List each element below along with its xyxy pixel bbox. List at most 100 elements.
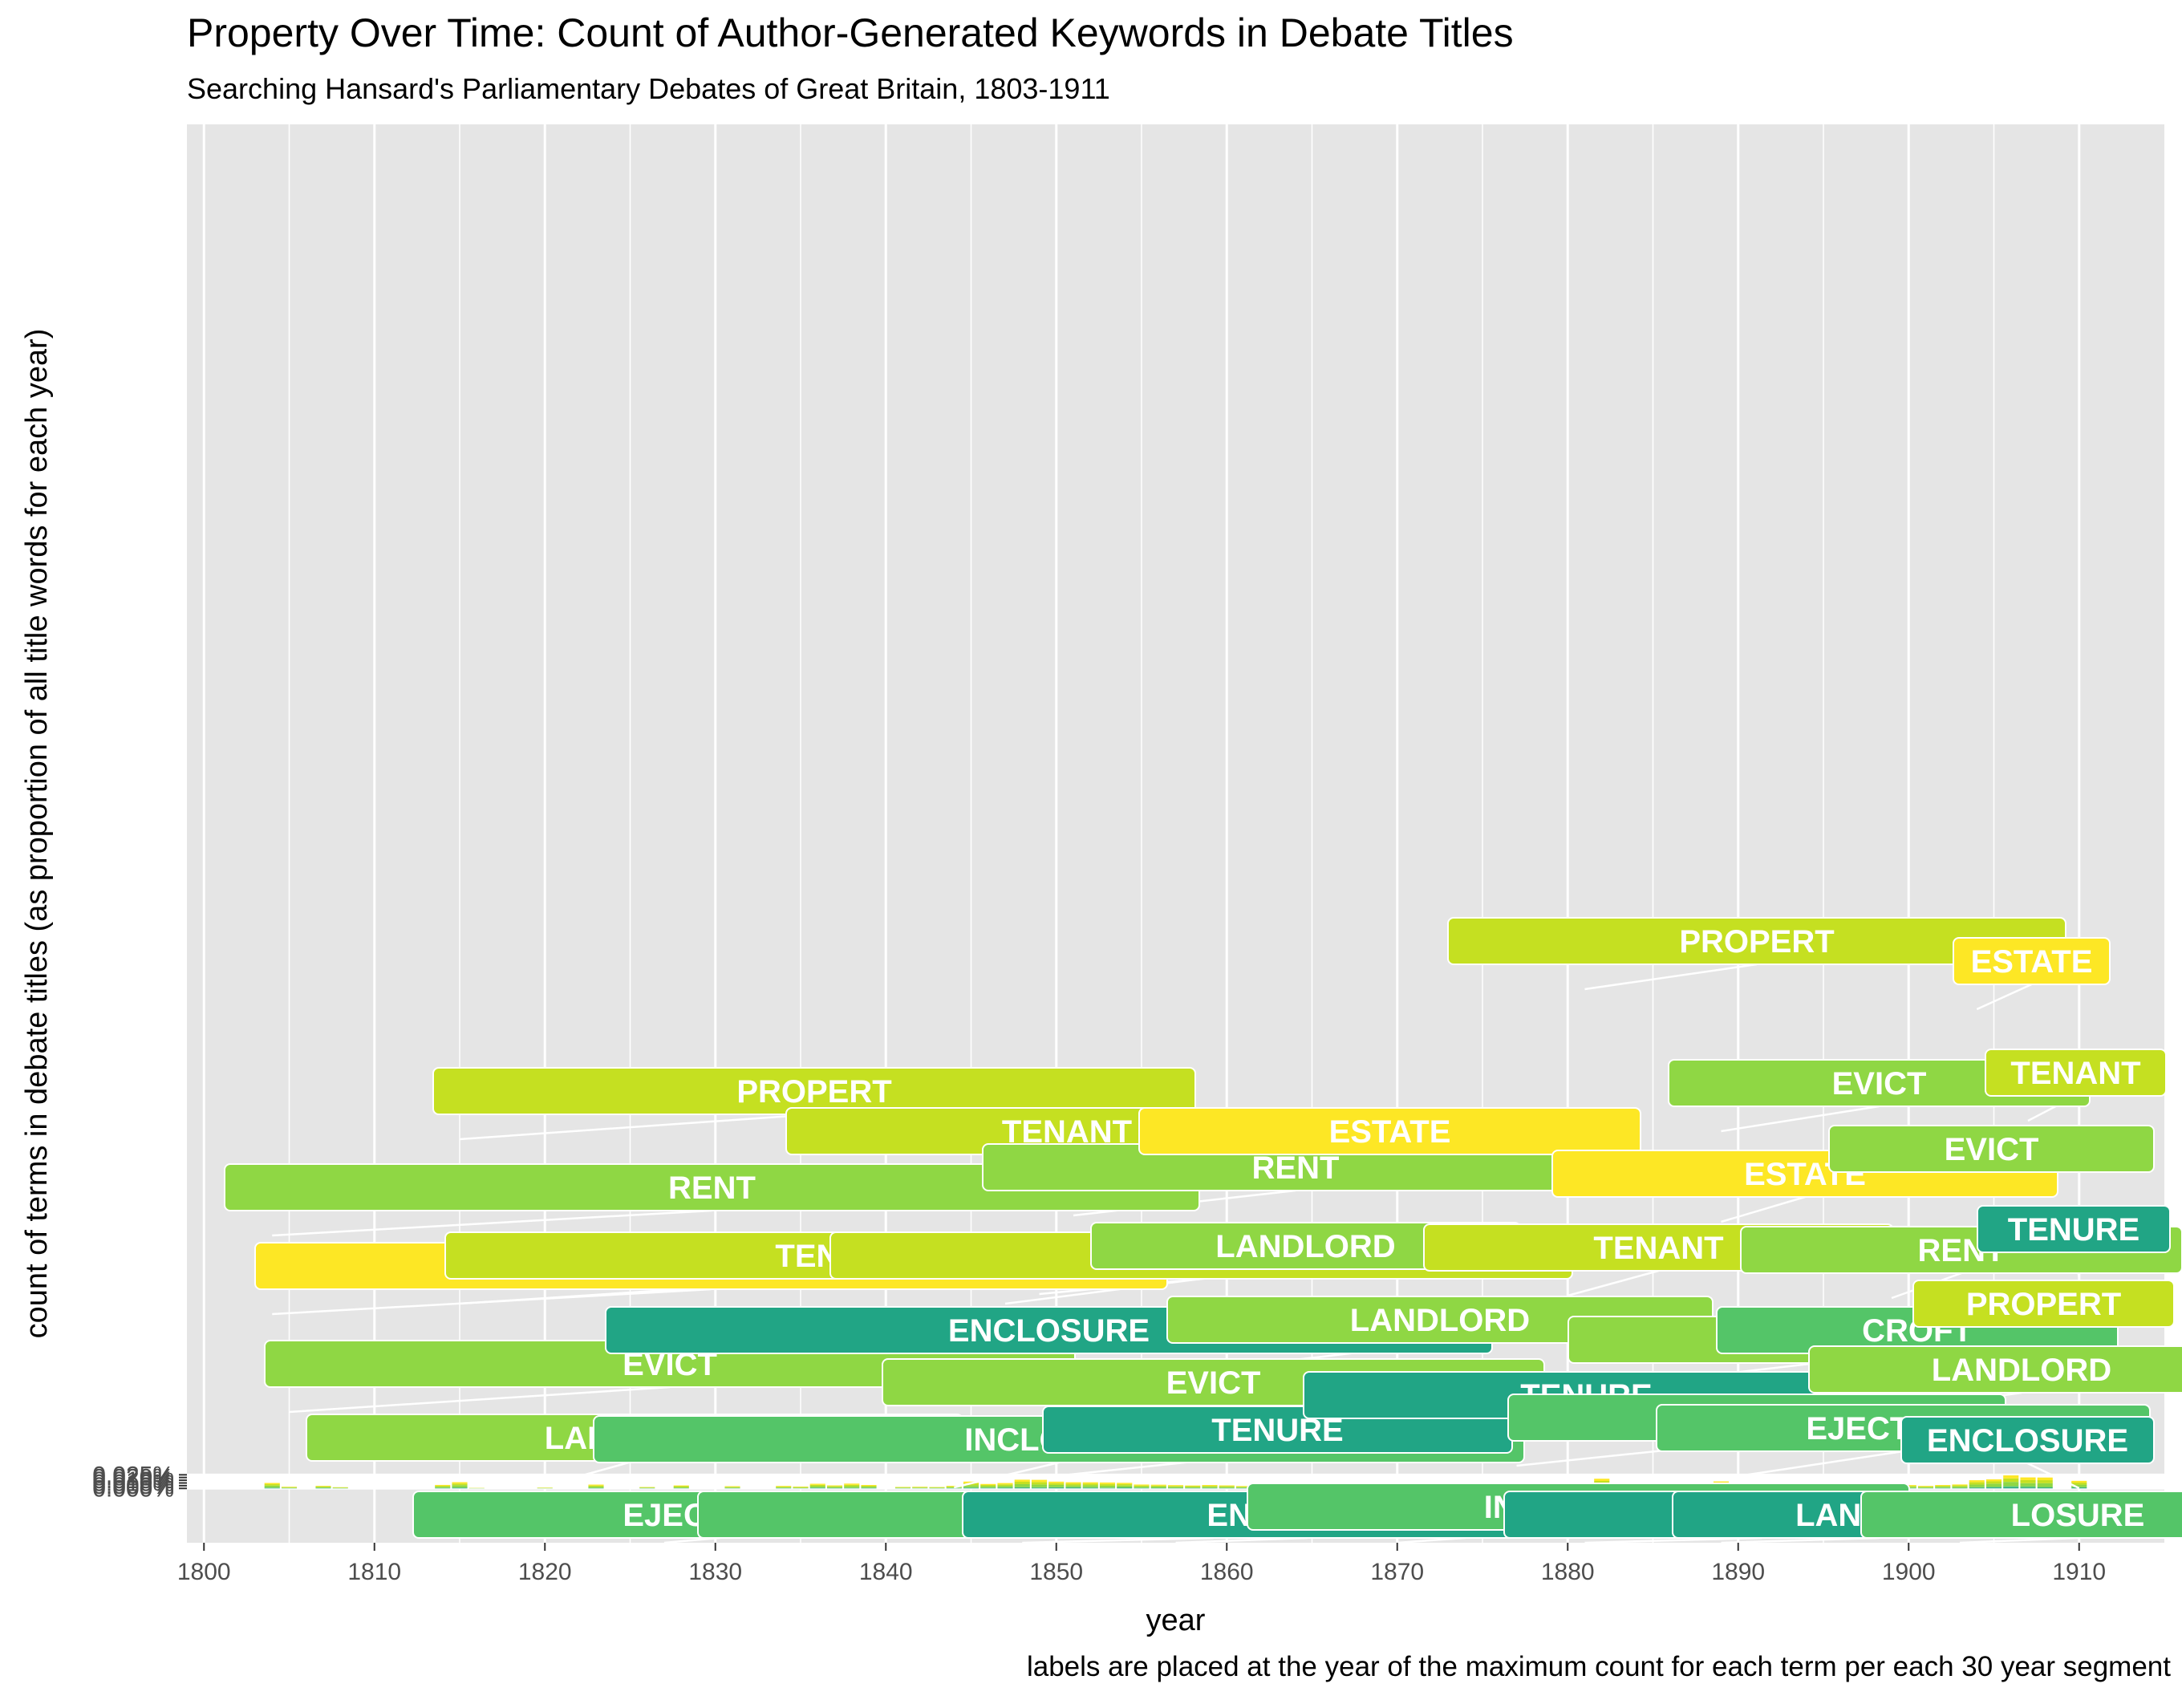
term-label: PROPERT xyxy=(1447,917,2066,965)
chart-title: Property Over Time: Count of Author-Gene… xyxy=(187,10,1514,55)
bar-segment xyxy=(2071,1480,2087,1483)
term-label-text: LANDLORD xyxy=(1932,1353,2111,1388)
bar-segment xyxy=(1031,1479,1048,1483)
bar-segment xyxy=(264,1484,280,1486)
bar-segment xyxy=(1014,1482,1030,1484)
bar-segment xyxy=(809,1487,825,1489)
x-tick-label: 1800 xyxy=(177,1559,231,1585)
bar-segment xyxy=(1065,1485,1081,1487)
bar-segment xyxy=(2020,1483,2036,1487)
bar-segment xyxy=(435,1484,451,1486)
bar-segment xyxy=(1235,1486,1252,1487)
bar-segment xyxy=(1099,1487,1116,1489)
bar-segment xyxy=(1150,1486,1166,1488)
bar-segment xyxy=(1969,1487,1985,1489)
bar-segment xyxy=(2003,1482,2019,1487)
bar-segment xyxy=(980,1487,996,1488)
bar-segment xyxy=(1117,1483,1133,1486)
bar-segment xyxy=(2037,1480,2053,1483)
bar-segment xyxy=(1065,1482,1081,1484)
bar-segment xyxy=(1935,1485,1951,1487)
bar-segment xyxy=(1065,1487,1081,1488)
bar-segment xyxy=(264,1483,280,1485)
bar-segment xyxy=(844,1484,860,1487)
bar-segment xyxy=(1219,1485,1235,1487)
bar-segment xyxy=(1048,1484,1065,1487)
bar-segment xyxy=(776,1486,792,1487)
bar-segment xyxy=(281,1487,298,1488)
bar-segment xyxy=(1082,1485,1098,1487)
x-tick-label: 1880 xyxy=(1541,1559,1595,1585)
term-label-text: TENANT xyxy=(1593,1231,1723,1266)
bar-segment xyxy=(1031,1487,1048,1489)
bar-segment xyxy=(1099,1487,1116,1488)
bar-segment xyxy=(1985,1481,2002,1484)
bar-segment xyxy=(1985,1479,2002,1482)
term-label-text: EVICT xyxy=(1832,1066,1927,1101)
bar-segment xyxy=(452,1487,468,1489)
bar-segment xyxy=(673,1486,689,1487)
term-label-text: EVICT xyxy=(1945,1132,2039,1167)
bar-segment xyxy=(1065,1483,1081,1486)
term-label: EVICT xyxy=(1668,1059,2091,1107)
bar-segment xyxy=(1134,1484,1150,1486)
bar-segment xyxy=(1031,1484,1048,1487)
x-tick-label: 1870 xyxy=(1370,1559,1424,1585)
y-axis-title: count of terms in debate titles (as prop… xyxy=(20,329,54,1339)
chart-caption: labels are placed at the year of the max… xyxy=(1026,1651,2171,1682)
bar-segment xyxy=(963,1485,979,1487)
bar-segment xyxy=(1917,1487,1934,1488)
x-tick-label: 1830 xyxy=(688,1559,742,1585)
bar-segment xyxy=(963,1487,979,1489)
bar-segment xyxy=(588,1487,604,1488)
x-tick-label: 1860 xyxy=(1200,1559,1254,1585)
bar-segment xyxy=(281,1487,298,1488)
term-label-text: ENCLOSURE xyxy=(1927,1423,2128,1458)
bar-segment xyxy=(1952,1485,1968,1487)
bar-segment xyxy=(793,1487,809,1488)
bar-segment xyxy=(1952,1486,1968,1488)
bar-segment xyxy=(1117,1485,1133,1487)
bar-segment xyxy=(997,1484,1013,1487)
bar-segment xyxy=(588,1485,604,1487)
bar-segment xyxy=(1969,1487,1985,1488)
term-label-text: TENURE xyxy=(2008,1212,2139,1248)
x-tick-label: 1810 xyxy=(347,1559,401,1585)
bar-segment xyxy=(1713,1481,1730,1483)
term-label: TENANT xyxy=(1985,1049,2167,1097)
bar-segment xyxy=(1065,1487,1081,1489)
y-tick-label: 0.025% xyxy=(92,1462,174,1488)
term-label-text: RENT xyxy=(668,1170,756,1206)
bar-segment xyxy=(2020,1487,2036,1489)
x-tick-label: 1900 xyxy=(1882,1559,1936,1585)
bar-segment xyxy=(1969,1482,1985,1485)
bar-segment xyxy=(1117,1483,1133,1484)
term-label-text: ESTATE xyxy=(1971,944,2093,980)
bar-segment xyxy=(673,1485,689,1487)
bar-segment xyxy=(1031,1482,1048,1485)
bar-segment xyxy=(1185,1486,1201,1487)
bar-segment xyxy=(997,1487,1013,1488)
term-label-text: TENANT xyxy=(2010,1056,2140,1091)
term-label-text: ESTATE xyxy=(1329,1114,1451,1150)
term-label-text: LANDLORD xyxy=(1215,1229,1395,1264)
bar-segment xyxy=(1935,1486,1951,1487)
term-label: RENT xyxy=(224,1163,1200,1211)
term-label: ESTATE xyxy=(1138,1107,1641,1155)
bar-segment xyxy=(793,1487,809,1488)
bar-segment xyxy=(315,1487,331,1488)
term-label-box xyxy=(1912,1280,2175,1328)
bar-segment xyxy=(2037,1487,2053,1489)
term-label-box xyxy=(1860,1491,2182,1539)
x-tick-label: 1850 xyxy=(1029,1559,1083,1585)
bar-segment xyxy=(264,1485,280,1488)
label-leader xyxy=(272,1209,712,1237)
term-label: ESTATE xyxy=(1953,937,2111,985)
term-label: LANDLORD xyxy=(1090,1222,1521,1270)
bar-segment xyxy=(1048,1483,1065,1485)
x-tick-label: 1840 xyxy=(859,1559,913,1585)
term-label-text: PROPERT xyxy=(736,1074,891,1110)
label-leader xyxy=(1976,983,2033,1011)
bar-segment xyxy=(809,1483,825,1485)
bar-segment xyxy=(724,1487,740,1488)
